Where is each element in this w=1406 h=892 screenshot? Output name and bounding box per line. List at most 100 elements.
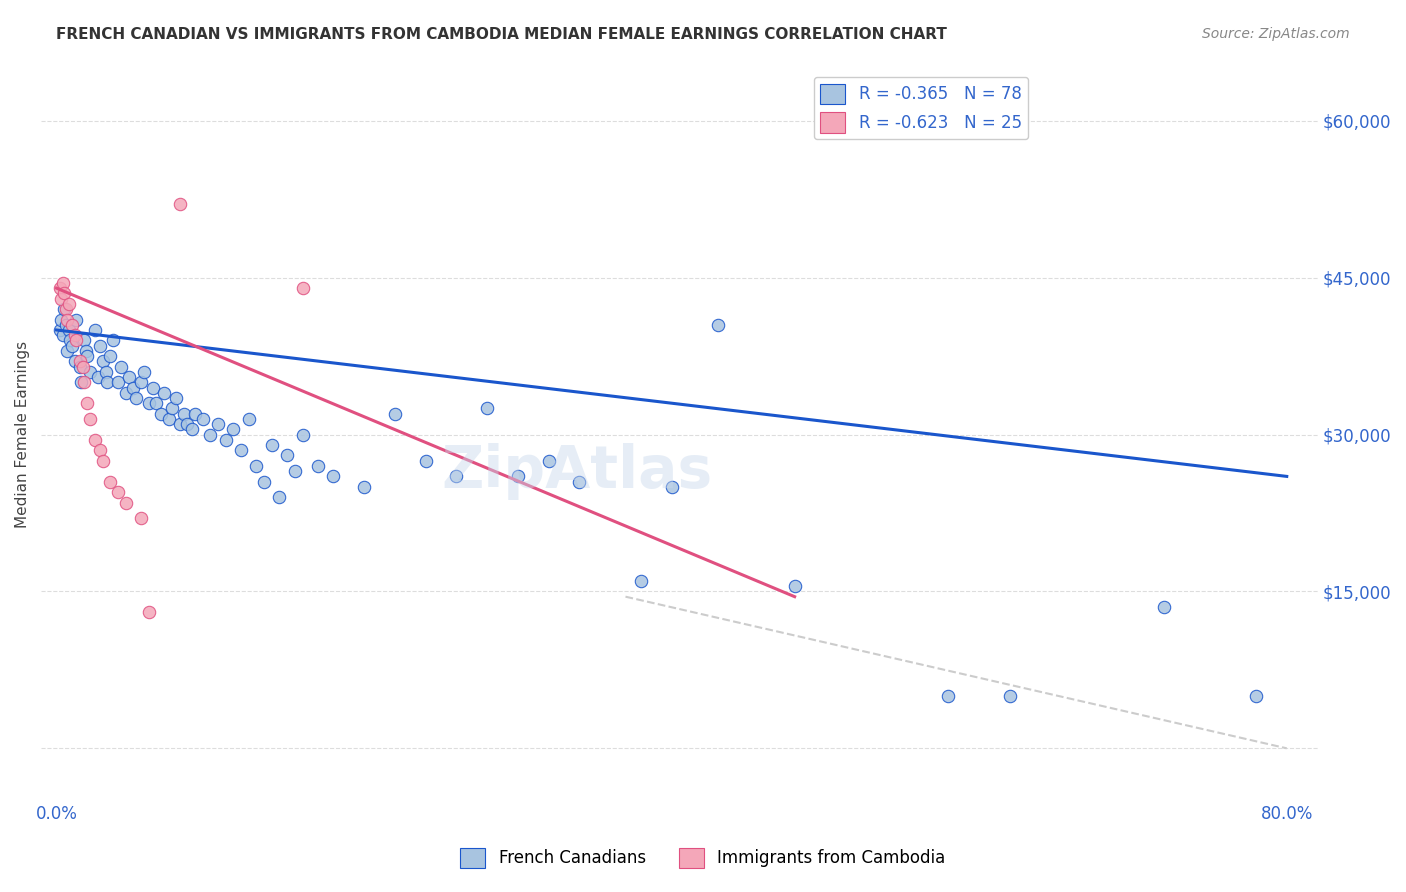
Point (706, 318, 728, 332)
Point (150, 407, 173, 421)
Point (60, 339, 83, 353)
Point (69, 354, 91, 368)
Legend: French Canadians, Immigrants from Cambodia: French Canadians, Immigrants from Cambod… (454, 841, 952, 875)
Point (98, 349, 121, 363)
Point (114, 495, 136, 509)
Point (107, 485, 129, 500)
Point (73, 334, 96, 348)
Point (153, 385, 176, 400)
Point (114, 385, 136, 400)
Point (125, 391, 148, 405)
Text: FRENCH CANADIAN VS IMMIGRANTS FROM CAMBODIA MEDIAN FEMALE EARNINGS CORRELATION C: FRENCH CANADIAN VS IMMIGRANTS FROM CAMBO… (56, 27, 948, 42)
Point (284, 464, 307, 478)
Point (160, 401, 183, 416)
Y-axis label: Median Female Earnings: Median Female Earnings (15, 341, 30, 528)
Point (291, 427, 314, 442)
Point (222, 422, 245, 436)
Point (55, 301, 77, 316)
Point (65, 334, 87, 348)
Point (1153, 600, 1175, 615)
Point (129, 376, 152, 390)
Point (59, 334, 82, 348)
Point (165, 391, 187, 405)
Point (94, 365, 117, 379)
Point (49, 312, 72, 326)
Point (184, 407, 207, 421)
Point (89, 339, 111, 353)
Point (169, 197, 191, 211)
Point (96, 376, 118, 390)
Point (307, 458, 329, 473)
Point (207, 417, 229, 431)
Point (48, 323, 70, 337)
Legend: R = -0.365   N = 78, R = -0.623   N = 25: R = -0.365 N = 78, R = -0.623 N = 25 (814, 77, 1028, 139)
Point (91, 354, 114, 368)
Point (48, 281, 70, 295)
Point (49, 292, 72, 306)
Point (84, 433, 107, 447)
Point (70, 376, 93, 390)
Point (118, 370, 141, 384)
Point (191, 412, 214, 426)
Point (89, 443, 111, 458)
Point (72, 359, 94, 374)
Point (55, 318, 77, 332)
Point (661, 480, 683, 494)
Point (291, 281, 314, 295)
Point (138, 606, 160, 620)
Point (783, 579, 806, 593)
Point (53, 286, 76, 301)
Point (269, 491, 291, 505)
Point (91, 453, 114, 467)
Point (84, 323, 107, 337)
Point (415, 453, 437, 467)
Point (69, 359, 91, 374)
Point (322, 469, 344, 483)
Point (87, 370, 110, 384)
Point (506, 469, 529, 483)
Point (998, 689, 1021, 703)
Point (129, 511, 152, 525)
Point (76, 349, 98, 363)
Point (58, 323, 80, 337)
Point (176, 417, 198, 431)
Point (157, 412, 180, 426)
Point (238, 412, 260, 426)
Point (134, 365, 156, 379)
Point (173, 407, 195, 421)
Point (63, 354, 86, 368)
Point (122, 380, 145, 394)
Point (65, 312, 87, 326)
Point (103, 334, 125, 348)
Point (142, 380, 165, 394)
Point (229, 443, 252, 458)
Point (60, 318, 83, 332)
Point (446, 469, 468, 483)
Point (110, 359, 132, 374)
Point (276, 449, 298, 463)
Point (169, 417, 191, 431)
Point (537, 453, 560, 467)
Point (353, 480, 375, 494)
Text: ZipAtlas: ZipAtlas (441, 442, 713, 500)
Point (58, 297, 80, 311)
Point (630, 574, 652, 588)
Point (79, 365, 101, 379)
Point (56, 343, 79, 358)
Point (73, 376, 96, 390)
Point (253, 475, 276, 489)
Point (75, 343, 97, 358)
Point (1244, 689, 1267, 703)
Point (200, 427, 222, 442)
Point (52, 276, 75, 290)
Point (245, 458, 267, 473)
Point (180, 422, 202, 436)
Point (52, 328, 75, 343)
Point (260, 438, 283, 452)
Point (214, 433, 236, 447)
Point (53, 301, 76, 316)
Point (568, 475, 591, 489)
Point (56, 312, 79, 326)
Point (384, 407, 406, 421)
Point (475, 401, 498, 416)
